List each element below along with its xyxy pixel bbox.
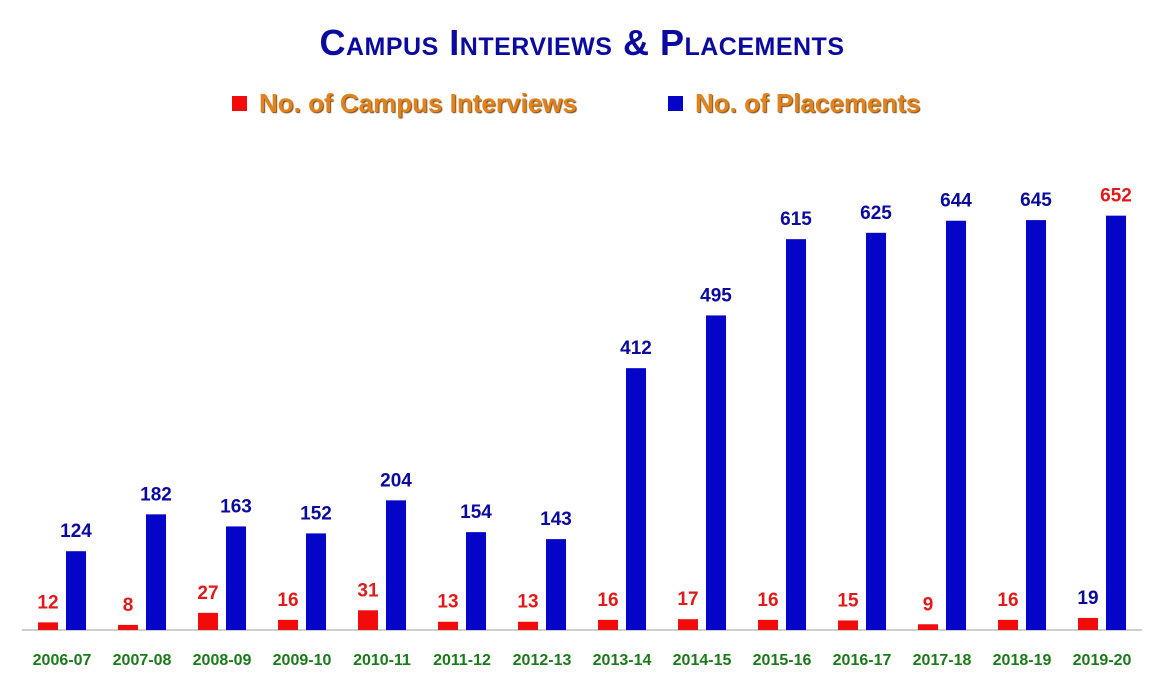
label-placements-2016-17: 625 bbox=[860, 203, 892, 224]
bar-placements-2019-20 bbox=[1106, 215, 1126, 631]
bar-placements-2016-17 bbox=[866, 232, 886, 630]
bar-placements-2008-09 bbox=[226, 526, 246, 630]
label-interviews-2007-08: 8 bbox=[123, 595, 134, 616]
x-tick-2011-12: 2011-12 bbox=[433, 652, 491, 669]
label-placements-2012-13: 143 bbox=[540, 509, 572, 530]
label-placements-2006-07: 124 bbox=[60, 521, 92, 542]
label-interviews-2009-10: 16 bbox=[277, 590, 298, 611]
label-interviews-2013-14: 16 bbox=[597, 590, 618, 611]
bar-interviews-2015-16 bbox=[758, 619, 778, 630]
label-interviews-2012-13: 13 bbox=[517, 592, 538, 613]
label-placements-2014-15: 495 bbox=[700, 285, 732, 306]
x-tick-2018-19: 2018-19 bbox=[993, 652, 1052, 669]
bar-interviews-2008-09 bbox=[198, 612, 218, 630]
bar-placements-2013-14 bbox=[626, 368, 646, 630]
x-tick-2013-14: 2013-14 bbox=[593, 652, 652, 669]
x-tick-2010-11: 2010-11 bbox=[353, 652, 411, 669]
bar-placements-2012-13 bbox=[546, 539, 566, 630]
x-tick-2008-09: 2008-09 bbox=[193, 652, 252, 669]
bar-placements-2009-10 bbox=[306, 533, 326, 630]
label-interviews-2006-07: 12 bbox=[37, 592, 58, 613]
bar-interviews-2019-20 bbox=[1078, 617, 1098, 630]
bar-placements-2017-18 bbox=[946, 220, 966, 630]
label-interviews-2016-17: 15 bbox=[837, 590, 859, 611]
label-placements-2010-11: 204 bbox=[380, 470, 412, 491]
bar-interviews-2007-08 bbox=[118, 624, 138, 630]
bar-interviews-2009-10 bbox=[278, 619, 298, 630]
legend-item-interviews: No. of Campus Interviews bbox=[232, 88, 577, 119]
bar-interviews-2014-15 bbox=[678, 619, 698, 630]
x-tick-2006-07: 2006-07 bbox=[33, 652, 92, 669]
legend-item-placements: No. of Placements bbox=[668, 88, 920, 119]
x-tick-2007-08: 2007-08 bbox=[113, 652, 172, 669]
legend-label-interviews: No. of Campus Interviews bbox=[259, 88, 577, 118]
bar-interviews-2010-11 bbox=[358, 610, 378, 630]
bar-interviews-2013-14 bbox=[598, 619, 618, 630]
legend-label-placements: No. of Placements bbox=[695, 88, 921, 118]
bar-interviews-2017-18 bbox=[918, 624, 938, 630]
x-tick-2017-18: 2017-18 bbox=[913, 652, 972, 669]
legend-swatch-interviews bbox=[232, 96, 247, 111]
chart-title: Campus Interviews & Placements bbox=[319, 22, 845, 63]
legend-swatch-placements bbox=[668, 96, 683, 111]
label-interviews-2008-09: 27 bbox=[197, 583, 218, 604]
bar-interviews-2018-19 bbox=[998, 619, 1018, 630]
bar-interviews-2012-13 bbox=[518, 621, 538, 630]
label-interviews-2015-16: 16 bbox=[757, 590, 778, 611]
x-tick-2019-20: 2019-20 bbox=[1073, 652, 1132, 669]
bar-interviews-2006-07 bbox=[38, 622, 58, 630]
label-placements-2013-14: 412 bbox=[620, 338, 652, 359]
x-tick-2015-16: 2015-16 bbox=[753, 652, 812, 669]
bar-placements-2015-16 bbox=[786, 239, 806, 631]
x-tick-2012-13: 2012-13 bbox=[513, 652, 572, 669]
bar-placements-2018-19 bbox=[1026, 220, 1046, 631]
label-interviews-2014-15: 17 bbox=[677, 589, 698, 610]
bar-placements-2010-11 bbox=[386, 500, 406, 630]
legend: No. of Campus Interviews No. of Placemen… bbox=[0, 88, 1164, 128]
bar-placements-2006-07 bbox=[66, 551, 86, 630]
x-tick-2009-10: 2009-10 bbox=[273, 652, 332, 669]
label-placements-2007-08: 182 bbox=[140, 484, 172, 505]
x-tick-2014-15: 2014-15 bbox=[673, 652, 732, 669]
label-placements-2008-09: 163 bbox=[220, 496, 252, 517]
label-placements-2019-20: 652 bbox=[1100, 186, 1132, 207]
label-interviews-2017-18: 9 bbox=[923, 594, 934, 615]
x-tick-2016-17: 2016-17 bbox=[833, 652, 892, 669]
label-interviews-2010-11: 31 bbox=[357, 580, 379, 601]
label-interviews-2018-19: 16 bbox=[997, 590, 1018, 611]
label-placements-2015-16: 615 bbox=[780, 209, 812, 230]
bar-interviews-2011-12 bbox=[438, 621, 458, 630]
bar-placements-2011-12 bbox=[466, 532, 486, 630]
bar-placements-2007-08 bbox=[146, 514, 166, 630]
label-placements-2018-19: 645 bbox=[1020, 190, 1052, 211]
label-interviews-2019-20: 19 bbox=[1077, 588, 1098, 609]
label-interviews-2011-12: 13 bbox=[437, 592, 458, 613]
label-placements-2009-10: 152 bbox=[300, 503, 332, 524]
bar-placements-2014-15 bbox=[706, 315, 726, 630]
label-placements-2011-12: 154 bbox=[460, 502, 492, 523]
bar-interviews-2016-17 bbox=[838, 620, 858, 630]
label-placements-2017-18: 644 bbox=[940, 191, 972, 212]
